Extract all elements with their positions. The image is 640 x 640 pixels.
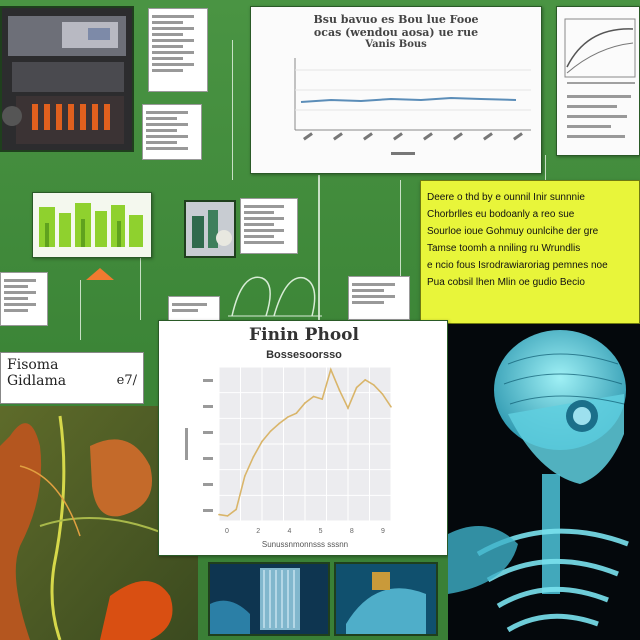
- yellow-note-line: Chorbrlles eu bodoanly a reo sue: [427, 209, 575, 220]
- series-point: [364, 379, 366, 381]
- series-point: [390, 405, 392, 408]
- series-point: [218, 513, 220, 516]
- skeleton-xray-art: [448, 324, 640, 640]
- note-card: [148, 8, 208, 92]
- series-point: [347, 407, 349, 409]
- diagram-card: [556, 6, 640, 156]
- x-tick-label: 9: [381, 528, 385, 535]
- machinery-photo: [0, 6, 134, 152]
- sketch-drawing: [228, 276, 322, 317]
- connector-line: [80, 280, 81, 340]
- note-card: [168, 296, 220, 322]
- series-point: [269, 430, 272, 432]
- x-tick-label: 4: [287, 528, 291, 535]
- series-point: [226, 515, 229, 517]
- yellow-note-line: Sourloe ioue Gohmuy ounlcihe der gre: [427, 226, 599, 237]
- main-chart-card: Finin Phool Bossesoorsso 0 2 4 5 8 9 Sunussnmo…: [158, 320, 448, 556]
- xray-thumbnail: [334, 562, 438, 636]
- top-chart-title-line1: Bsu bavuo es Bou lue Fooe: [313, 13, 479, 26]
- series-point: [235, 508, 237, 511]
- series-point: [261, 440, 263, 443]
- note-card: [240, 198, 298, 254]
- y-tick-mark: [203, 379, 213, 382]
- x-axis-label: Sunussnmonnsss sssnn: [262, 540, 348, 549]
- xray-thumbnail-art: [336, 564, 436, 634]
- x-tick-label: 8: [350, 528, 354, 535]
- series-point: [330, 368, 332, 371]
- connector-line: [318, 175, 320, 325]
- xray-thumbnail-art: [210, 564, 328, 634]
- top-chart-card: Bsu bavuo es Bou lue Fooe ocas (wendou a…: [250, 6, 542, 174]
- series-point: [355, 386, 358, 389]
- y-tick-mark: [203, 509, 213, 512]
- bottles-photo: [184, 200, 236, 258]
- connector-line: [140, 250, 141, 320]
- main-chart-title: Finin Phool: [249, 325, 359, 345]
- series-point: [373, 384, 375, 386]
- main-chart-subtitle: Bossesoorsso: [266, 349, 342, 361]
- yellow-note-line: Deere o thd by e ounnil Inir sunnnie: [427, 192, 585, 203]
- x-tick-label: 5: [319, 528, 323, 535]
- series-point: [321, 398, 323, 400]
- x-tick-label: 0: [225, 528, 229, 535]
- top-chart-title-line2: ocas (wendou aosa) ue rue: [313, 26, 479, 39]
- y-tick-mark: [203, 483, 213, 486]
- green-bars-art: [39, 203, 143, 247]
- connector-line: [232, 40, 233, 180]
- note-card: [348, 276, 410, 320]
- y-tick-mark: [203, 405, 213, 408]
- left-label-card: Fisoma Gidlama e7/: [0, 352, 144, 404]
- series-point: [338, 389, 341, 391]
- series-point: [381, 393, 384, 395]
- note-card: [142, 104, 202, 160]
- left-label-line1: Fisoma: [7, 357, 59, 373]
- top-chart-plot: [294, 58, 531, 155]
- bottles-photo-art: [186, 202, 234, 256]
- series-point: [252, 456, 255, 458]
- yellow-note-line: Tamse toomh a nniling ru Wrundlis: [427, 243, 581, 254]
- yellow-note-line: Pua cobsil lhen Mlin oe gudio Becio: [427, 277, 585, 288]
- series-point: [278, 422, 280, 425]
- connector-line: [400, 180, 401, 280]
- series-point: [304, 402, 306, 404]
- left-label-line2: Gidlama: [7, 373, 67, 389]
- skeleton-xray-image: [448, 324, 640, 640]
- xray-thumbnail: [208, 562, 330, 636]
- machinery-photo-art: [2, 8, 132, 150]
- series-point: [312, 395, 315, 398]
- top-chart-title-line3: Vanis Bous: [365, 39, 427, 50]
- y-tick-mark: [203, 457, 213, 460]
- connector-line: [545, 155, 546, 185]
- series-point: [295, 412, 298, 414]
- y-tick-mark: [203, 431, 213, 434]
- yellow-note-line: e ncio fous Isrodrawiaroriag pemnes noe: [427, 260, 608, 271]
- series-point: [244, 475, 246, 477]
- green-bars-card: [32, 192, 152, 258]
- orange-pin-icon: [86, 268, 114, 280]
- note-card: [0, 272, 48, 326]
- x-tick-label: 2: [256, 528, 260, 535]
- left-label-row: Gidlama e7/: [7, 373, 137, 389]
- diagram-art: [564, 18, 636, 138]
- series-point: [287, 416, 289, 418]
- main-chart-plot: 0 2 4 5 8 9 Sunussnmonnsss sssnn: [185, 366, 392, 549]
- y-axis-label-mark: [185, 428, 188, 460]
- left-label-line3: e7/: [116, 373, 137, 388]
- yellow-sticky-note: Deere o thd by e ounnil Inir sunnnie Cho…: [420, 180, 640, 324]
